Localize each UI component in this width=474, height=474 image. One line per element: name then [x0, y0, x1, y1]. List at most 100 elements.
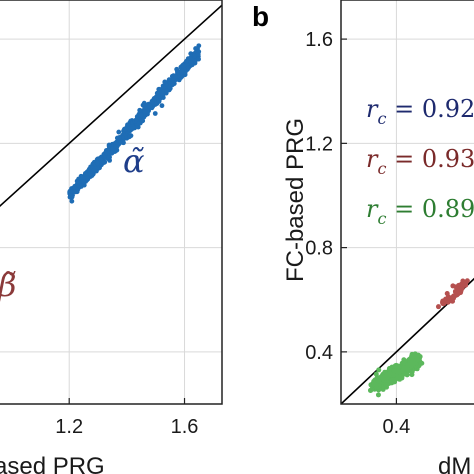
panel-b-green-point [393, 363, 399, 369]
panel-a-point [68, 193, 73, 199]
panel-b-green-point [380, 376, 386, 382]
panel-a-point [172, 73, 178, 79]
panel-a-point [106, 142, 112, 148]
panel-a-point [179, 69, 185, 75]
panel-a-point [196, 43, 202, 49]
panel-a-point [101, 160, 107, 165]
panel-b-rc-annotation: rc = 0.92 [366, 95, 474, 128]
panel-b-green-point [382, 369, 388, 375]
panel-a-axes-box [0, 0, 223, 405]
panel-a-x-tick-label: 1.2 [55, 416, 83, 438]
panel-b-red-point [463, 282, 469, 288]
panel-b-grid [341, 0, 474, 404]
panel-b-y-tick-label: 0.4 [305, 342, 333, 364]
panel-b-red-point [435, 304, 441, 310]
panel-b-green-point [410, 357, 416, 363]
panel-a-point [137, 107, 143, 113]
panel-a-point [142, 109, 148, 115]
panel-a-x-axis-label: ased PRG [0, 453, 105, 474]
panel-a-point [123, 126, 129, 132]
panel-b-y-tick-label: 0.8 [305, 238, 333, 260]
panel-a-point [109, 150, 115, 156]
panel-a-point [181, 63, 187, 69]
panel-a-point [91, 168, 97, 173]
panel-a-point [98, 157, 104, 163]
panel-a-point [157, 86, 163, 92]
panel-b-red-point [445, 294, 451, 300]
panel-a-point [156, 91, 161, 97]
panel-a-point [160, 91, 166, 97]
panel-a-point [126, 134, 132, 140]
panel-a-point [147, 103, 153, 109]
panel-b-green-point [399, 368, 405, 374]
panel-a-x-ticks: 1.2 1.6 [55, 398, 198, 438]
panel-a-point [106, 155, 111, 160]
panel-b-green-point [387, 370, 393, 376]
panel-b-red-point [450, 283, 456, 289]
panel-b-red-point [455, 291, 461, 297]
panel-b-red-point [449, 298, 455, 304]
panel-a-point [116, 129, 122, 135]
panel-b-letter: b [252, 1, 269, 32]
panel-b-red-point [459, 286, 465, 292]
panel-b-ticks: 0.4 0.8 1.2 1.6 0.4 [305, 29, 410, 438]
panel-a-point [196, 56, 201, 62]
panel-a-point [118, 140, 123, 145]
panel-b-green-point [418, 360, 424, 366]
panel-a-point [156, 99, 162, 104]
panel-a-point [81, 179, 86, 185]
panel-b-red-point [440, 301, 446, 307]
panel-b-green-point [368, 388, 374, 394]
panel-a-point [170, 82, 175, 88]
panel-b-correlation-annotations: rc = 0.92 rc = 0.93 rc = 0.89 [366, 95, 474, 228]
panel-a-identity-line [0, 4, 222, 207]
panel-b-green-point [389, 377, 395, 383]
panel-a-point [67, 188, 73, 194]
panel-b-green-point [410, 353, 416, 359]
panel-a-point [159, 103, 165, 109]
panel-b-rc-annotation: rc = 0.89 [366, 195, 474, 228]
panel-b-x-tick-label: 0.4 [383, 416, 411, 438]
panel-a-point [136, 121, 142, 126]
panel-a-alpha-label: α̃ [123, 142, 145, 180]
panel-a-point [149, 99, 155, 105]
panel-a-point [162, 79, 168, 85]
panel-a-point [188, 60, 194, 65]
panel-a-point [75, 179, 81, 185]
panel-a-point [114, 143, 120, 149]
panel-b-green-point [414, 355, 420, 361]
panel-b-green-point [375, 392, 381, 398]
panel-a-point [140, 118, 146, 124]
panel-a-x-tick-label: 1.6 [171, 416, 199, 438]
panel-b-y-tick-label: 1.2 [305, 133, 333, 155]
panel-a-point [184, 58, 189, 64]
panel-a-point [95, 160, 100, 166]
panel-b: b 0.4 0.8 1.2 1.6 0.4 FC-based PRG dM rc = 0… [252, 0, 474, 474]
panel-a-point [116, 135, 122, 140]
panel-b-points [368, 278, 470, 398]
panel-a-point [192, 53, 197, 59]
panel-a-point [195, 51, 201, 57]
panel-b-y-axis-label: FC-based PRG [282, 118, 309, 282]
panel-b-green-point [376, 367, 382, 373]
panel-b-green-point [404, 364, 410, 370]
panel-a-point [138, 112, 144, 118]
panel-b-green-point [409, 372, 415, 378]
panel-a-point [87, 171, 93, 177]
panel-a-point [103, 150, 109, 156]
panel-b-green-point [383, 382, 389, 388]
panel-a-point [152, 111, 158, 116]
panel-b-green-point [373, 382, 379, 388]
panel-b-rc-annotation: rc = 0.93 [366, 145, 474, 178]
panel-b-green-point [376, 378, 382, 384]
panel-a-point [69, 198, 75, 204]
panel-a: 1.2 1.6 α̃ β̃ ased PRG [0, 0, 223, 474]
panel-b-x-axis-label: dM [438, 453, 471, 474]
panel-b-axes-box [340, 0, 474, 405]
panel-b-y-tick-label: 1.6 [305, 29, 333, 51]
panel-a-point [84, 175, 90, 181]
panel-a-point [128, 126, 134, 132]
panel-a-point [75, 187, 81, 192]
panel-a-beta-label: β̃ [0, 266, 17, 304]
